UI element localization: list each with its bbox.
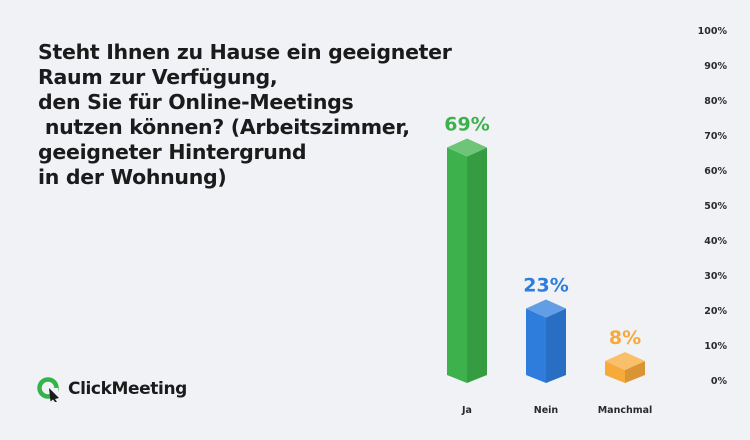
y-tick-label: 90% bbox=[704, 61, 727, 72]
title-line: Raum zur Verfügung, bbox=[38, 65, 278, 89]
bar-face-top bbox=[526, 299, 566, 318]
bar-value-label: 8% bbox=[609, 327, 641, 349]
x-axis: Ja Nein Manchmal bbox=[461, 405, 652, 416]
bar-value-label: 69% bbox=[444, 114, 489, 136]
clickmeeting-logo-icon bbox=[37, 377, 59, 402]
bars: 69% 23% 8% bbox=[444, 114, 645, 383]
y-tick-label: 30% bbox=[704, 271, 727, 282]
y-tick-label: 60% bbox=[704, 166, 727, 177]
title-line: den Sie für Online-Meetings bbox=[38, 90, 354, 114]
brand-logo: ClickMeeting bbox=[36, 376, 187, 402]
title-line: Steht Ihnen zu Hause ein geeigneter bbox=[38, 40, 452, 64]
bar-face-top bbox=[605, 352, 645, 370]
title-line: nutzen können? (Arbeitszimmer, bbox=[38, 115, 410, 139]
brand-name: ClickMeeting bbox=[68, 379, 187, 399]
bar bbox=[447, 138, 487, 383]
y-tick-label: 80% bbox=[704, 96, 727, 107]
y-tick-label: 0% bbox=[711, 376, 728, 387]
bar bbox=[605, 352, 645, 383]
y-tick-label: 20% bbox=[704, 306, 727, 317]
y-axis: 0% 10% 20% 30% 40% 50% 60% 70% 80% 90% 100% bbox=[698, 26, 728, 387]
title-line: geeigneter Hintergrund bbox=[38, 140, 307, 164]
y-tick-label: 70% bbox=[704, 131, 727, 142]
category-label: Nein bbox=[534, 405, 559, 416]
chart-title: Steht Ihnen zu Hause ein geeigneter Raum… bbox=[38, 40, 468, 190]
bar-face-top bbox=[447, 138, 487, 157]
category-label: Ja bbox=[461, 405, 472, 416]
bar-face-left bbox=[526, 308, 546, 383]
y-tick-label: 100% bbox=[698, 26, 728, 37]
bar-face-right bbox=[467, 147, 487, 383]
bar bbox=[526, 299, 566, 383]
bar-face-left bbox=[605, 361, 625, 383]
y-tick-label: 10% bbox=[704, 341, 727, 352]
title-line: in der Wohnung) bbox=[38, 165, 227, 189]
bar-face-right bbox=[625, 361, 645, 383]
bar-face-right bbox=[546, 308, 566, 383]
y-tick-label: 50% bbox=[704, 201, 727, 212]
category-label: Manchmal bbox=[598, 405, 653, 416]
bar-face-left bbox=[447, 147, 467, 383]
bar-value-label: 23% bbox=[523, 275, 568, 297]
y-tick-label: 40% bbox=[704, 236, 727, 247]
